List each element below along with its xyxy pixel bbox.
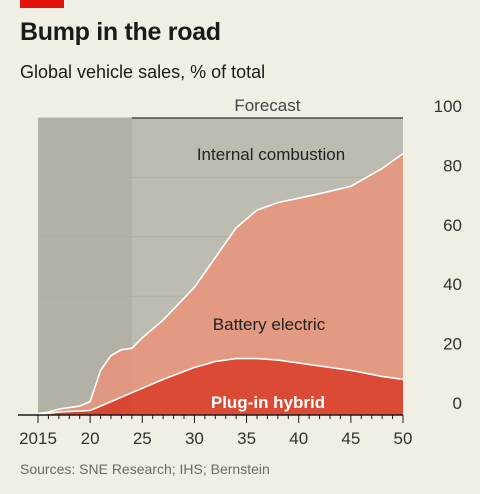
- y-tick-label: 100: [434, 97, 462, 116]
- x-tick-label: 20: [81, 429, 100, 448]
- chart-title: Bump in the road: [20, 18, 221, 46]
- source-note: Sources: SNE Research; IHS; Bernstein: [20, 461, 270, 477]
- x-tick-label: 45: [341, 429, 360, 448]
- series-label-battery-electric: Battery electric: [213, 315, 326, 334]
- y-tick-label: 80: [443, 156, 462, 175]
- axis-layer: Forecast 2015 20 25 30 35 40 45 50 0 20 40 60 80 100 In…: [18, 96, 462, 448]
- x-tick-label: 35: [237, 429, 256, 448]
- boundary-battery-electric: [37, 152, 404, 415]
- area-internal-combustion: [38, 118, 403, 414]
- y-tick-label: 20: [443, 335, 462, 354]
- x-tick-label: 25: [133, 429, 152, 448]
- x-tick-label: 50: [394, 429, 413, 448]
- y-tick-label: 60: [443, 216, 462, 235]
- boundary-plug-in-hybrid: [37, 357, 404, 415]
- plot-layer: [37, 117, 404, 416]
- x-tick-label: 40: [289, 429, 308, 448]
- chart-area: Forecast 2015 20 25 30 35 40 45 50 0 20 40 60 80 100 In…: [18, 96, 462, 448]
- x-tick-label: 30: [185, 429, 204, 448]
- chart-subtitle: Global vehicle sales, % of total: [20, 62, 266, 82]
- series-label-internal-combustion: Internal combustion: [197, 145, 345, 164]
- brand-accent-bar: [20, 0, 64, 8]
- forecast-label: Forecast: [234, 96, 300, 115]
- y-tick-label: 0: [453, 394, 462, 413]
- y-tick-label: 40: [443, 275, 462, 294]
- x-tick-label: 2015: [19, 429, 57, 448]
- series-label-plug-in-hybrid: Plug-in hybrid: [211, 393, 325, 412]
- area-plug-in-hybrid: [38, 358, 403, 415]
